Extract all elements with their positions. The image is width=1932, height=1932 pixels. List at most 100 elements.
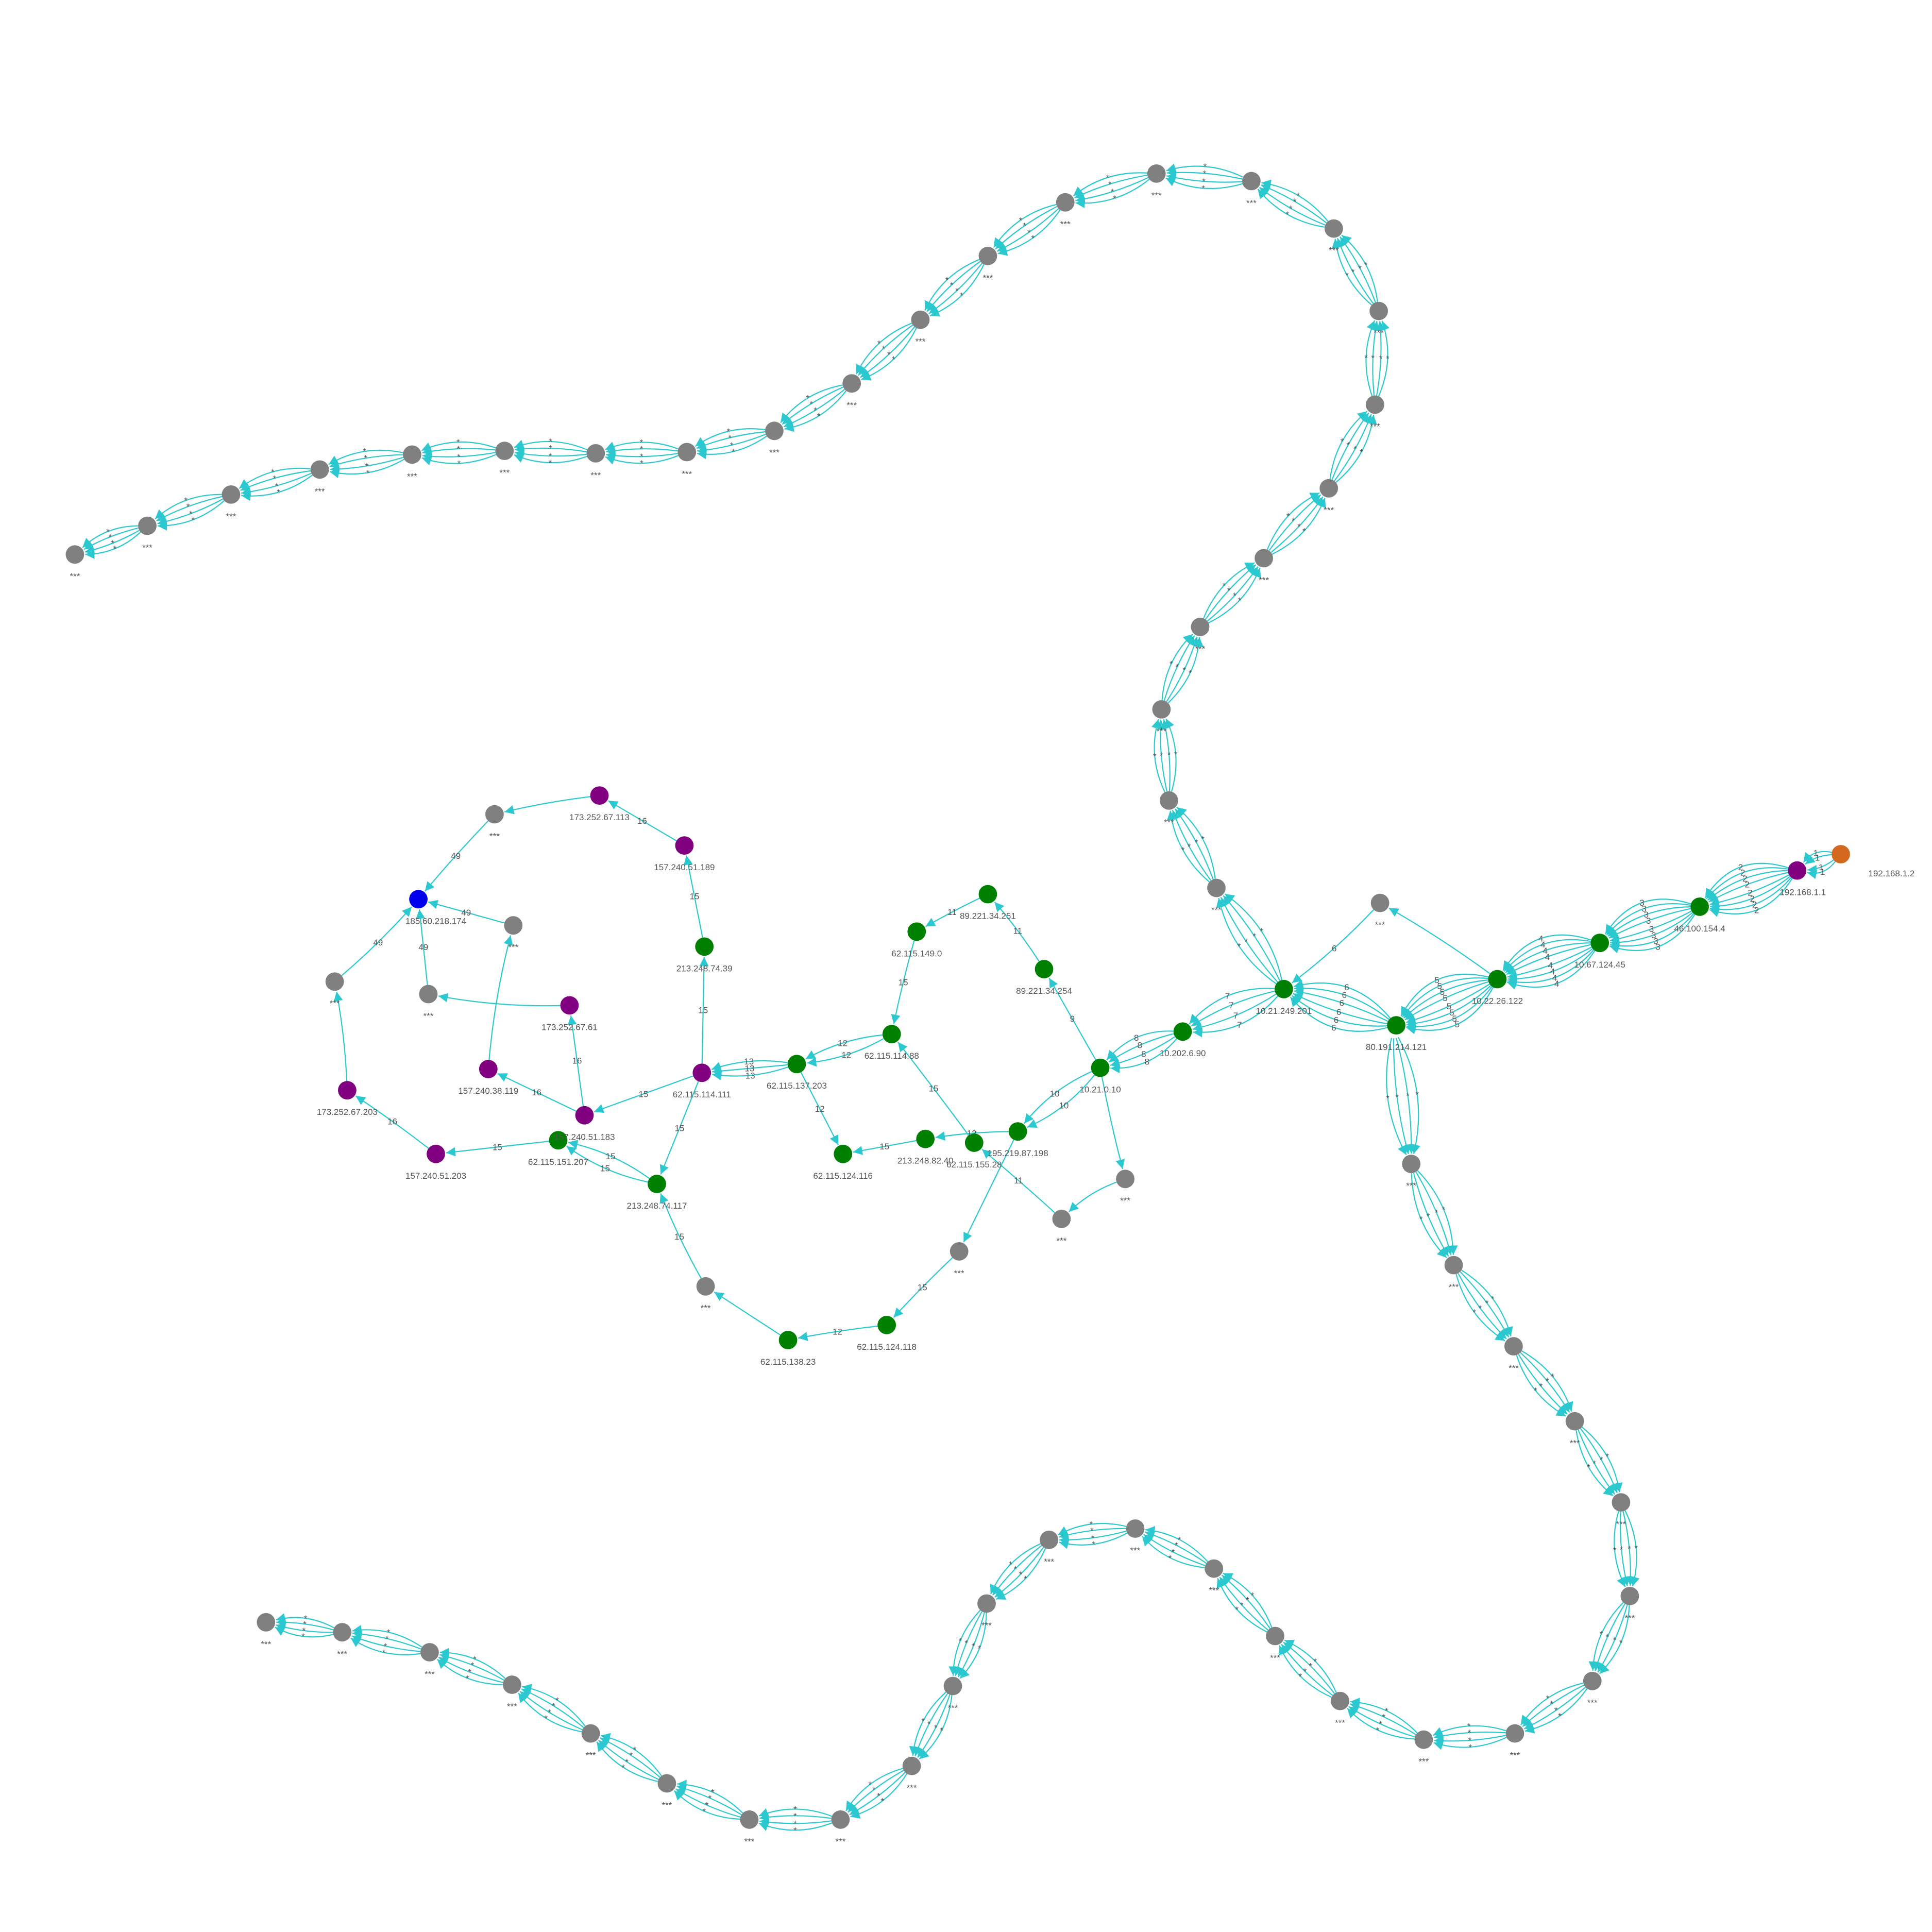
- node-62-115-137-203[interactable]: [787, 1055, 806, 1074]
- unknown-hop-node-39[interactable]: [1052, 1210, 1071, 1228]
- chain-1-node-20[interactable]: [310, 460, 329, 479]
- node-213-248-74-117[interactable]: [648, 1175, 666, 1193]
- unknown-hop-node-29[interactable]: [504, 916, 523, 935]
- chain-1-node-2[interactable]: [1152, 700, 1171, 719]
- chain-0-node-6[interactable]: [1583, 1671, 1602, 1690]
- node-62-115-155-28[interactable]: [964, 1133, 984, 1152]
- chain-1-node-22[interactable]: [138, 516, 157, 535]
- node-80-191-214-121[interactable]: [1387, 1016, 1406, 1035]
- node-89-221-34-251[interactable]: [978, 885, 997, 904]
- unknown-hop-node-31[interactable]: [325, 972, 344, 991]
- node-10-67-124-45[interactable]: [1590, 934, 1609, 953]
- node-192-168-1-1[interactable]: [1788, 861, 1807, 880]
- chain-1-node-9[interactable]: [1242, 172, 1261, 191]
- chain-0-node-13[interactable]: [1040, 1530, 1059, 1549]
- node-10-22-26-122[interactable]: [1488, 970, 1507, 989]
- chain-1-edge-7-2: [1376, 321, 1385, 396]
- node-213-248-82-40[interactable]: [916, 1129, 935, 1148]
- chain-1-node-10[interactable]: [1147, 164, 1166, 183]
- node-62-115-138-23[interactable]: [778, 1331, 798, 1349]
- chain-0-node-15[interactable]: [943, 1676, 962, 1696]
- chain-0-node-18[interactable]: [740, 1810, 759, 1829]
- node-62-115-149-0[interactable]: [907, 922, 926, 941]
- chain-0-node-16[interactable]: [902, 1756, 921, 1775]
- chain-0-node-10[interactable]: [1266, 1626, 1284, 1646]
- chain-1-node-18[interactable]: [495, 442, 514, 460]
- node-192-168-1-2[interactable]: [1832, 845, 1850, 863]
- unknown-hop-node-22[interactable]: [485, 805, 504, 824]
- chain-1-node-23[interactable]: [65, 545, 84, 564]
- chain-1-node-5[interactable]: [1319, 479, 1338, 498]
- unknown-hop-node-24[interactable]: [419, 985, 438, 1004]
- chain-1-node-17[interactable]: [586, 444, 605, 463]
- node-157-240-51-189[interactable]: [675, 836, 694, 855]
- node-185-60-218-174[interactable]: [409, 890, 428, 909]
- chain-1-node-21[interactable]: [222, 485, 241, 504]
- chain-1-node-1[interactable]: [1160, 791, 1178, 810]
- chain-1-node-19[interactable]: [403, 445, 421, 464]
- node-173-252-67-113[interactable]: [590, 786, 609, 805]
- chain-0-node-23[interactable]: [333, 1623, 352, 1642]
- chain-0-node-20[interactable]: [581, 1724, 600, 1743]
- unknown-hop-node-34[interactable]: [696, 1277, 715, 1296]
- chain-1-node-12[interactable]: [978, 247, 997, 265]
- chain-0-node-22[interactable]: [420, 1643, 439, 1662]
- node-62-115-114-111[interactable]: [692, 1063, 711, 1082]
- chain-1-node-3[interactable]: [1191, 618, 1210, 636]
- unknown-hop-node-37[interactable]: [950, 1242, 969, 1261]
- chain-1-node-13[interactable]: [911, 310, 930, 329]
- chain-1-edge-23-3-label: *: [106, 527, 110, 537]
- chain-0-node-1[interactable]: [1444, 1256, 1463, 1275]
- node-89-221-34-254[interactable]: [1035, 960, 1054, 978]
- node-10-21-249-201[interactable]: [1275, 979, 1293, 998]
- chain-1-edge-17-1: [605, 451, 678, 461]
- edge-44-0-label: 11: [1014, 1176, 1023, 1185]
- chain-0-node-3[interactable]: [1565, 1412, 1584, 1431]
- node-46-100-154-4[interactable]: [1690, 897, 1709, 916]
- chain-0-node-19[interactable]: [657, 1774, 676, 1793]
- chain-1-node-11[interactable]: [1056, 193, 1075, 212]
- chain-0-node-4[interactable]: [1612, 1493, 1631, 1512]
- chain-0-node-24[interactable]: [257, 1613, 276, 1632]
- node-157-240-51-203[interactable]: [427, 1144, 445, 1163]
- edge-34-0: [446, 1141, 549, 1157]
- chain-0-node-5[interactable]: [1620, 1587, 1639, 1605]
- node-213-248-74-39[interactable]: [695, 937, 714, 956]
- edge-4-3: [1405, 984, 1490, 1024]
- node-labels-layer: 192.168.1.2 192.168.1.1 46.100.154.4 10.67.…: [70, 191, 1914, 1846]
- edge-5-2: [1293, 993, 1387, 1025]
- chain-0-node-14[interactable]: [977, 1594, 996, 1613]
- chain-0-node-8[interactable]: [1414, 1730, 1433, 1749]
- node-173-252-67-61[interactable]: [560, 996, 579, 1015]
- node-157-240-51-183[interactable]: [575, 1106, 594, 1125]
- chain-0-node-21[interactable]: [503, 1675, 521, 1694]
- chain-0-node-7[interactable]: [1505, 1724, 1524, 1743]
- chain-0-node-17[interactable]: [831, 1810, 850, 1829]
- chain-0-node-12[interactable]: [1126, 1519, 1145, 1538]
- chain-0-node-2[interactable]: [1504, 1337, 1523, 1356]
- node-157-240-38-119[interactable]: [479, 1060, 498, 1078]
- node-62-115-124-116[interactable]: [834, 1144, 853, 1163]
- chain-0-node-9[interactable]: [1331, 1691, 1349, 1710]
- chain-1-node-15[interactable]: [765, 421, 784, 440]
- chain-0-node-0[interactable]: [1402, 1155, 1421, 1174]
- node-173-252-67-203[interactable]: [338, 1081, 357, 1100]
- node-62-115-151-207[interactable]: [549, 1131, 568, 1150]
- unknown-hop-node-40[interactable]: [1370, 893, 1389, 912]
- chain-1-node-7[interactable]: [1369, 301, 1388, 320]
- edge-4-4-label: 5: [1443, 993, 1447, 1003]
- chain-1-node-4[interactable]: [1255, 549, 1274, 568]
- chain-1-node-8[interactable]: [1325, 219, 1343, 238]
- chain-1-node-16[interactable]: [677, 443, 697, 462]
- node-195-219-87-198[interactable]: [1008, 1122, 1027, 1141]
- node-10-202-6-90[interactable]: [1173, 1022, 1192, 1041]
- chain-1-node-0[interactable]: [1207, 878, 1226, 897]
- chain-1-node-6[interactable]: [1366, 395, 1384, 414]
- node-62-115-114-88[interactable]: [882, 1025, 901, 1043]
- chain-1-node-14[interactable]: [842, 374, 861, 393]
- node-10-21-0-10[interactable]: [1091, 1058, 1110, 1077]
- chain-1-edge-11-3: [1073, 172, 1147, 197]
- chain-0-node-11[interactable]: [1205, 1559, 1224, 1578]
- node-62-115-124-118[interactable]: [877, 1316, 896, 1334]
- unknown-hop-node-38[interactable]: [1116, 1170, 1135, 1189]
